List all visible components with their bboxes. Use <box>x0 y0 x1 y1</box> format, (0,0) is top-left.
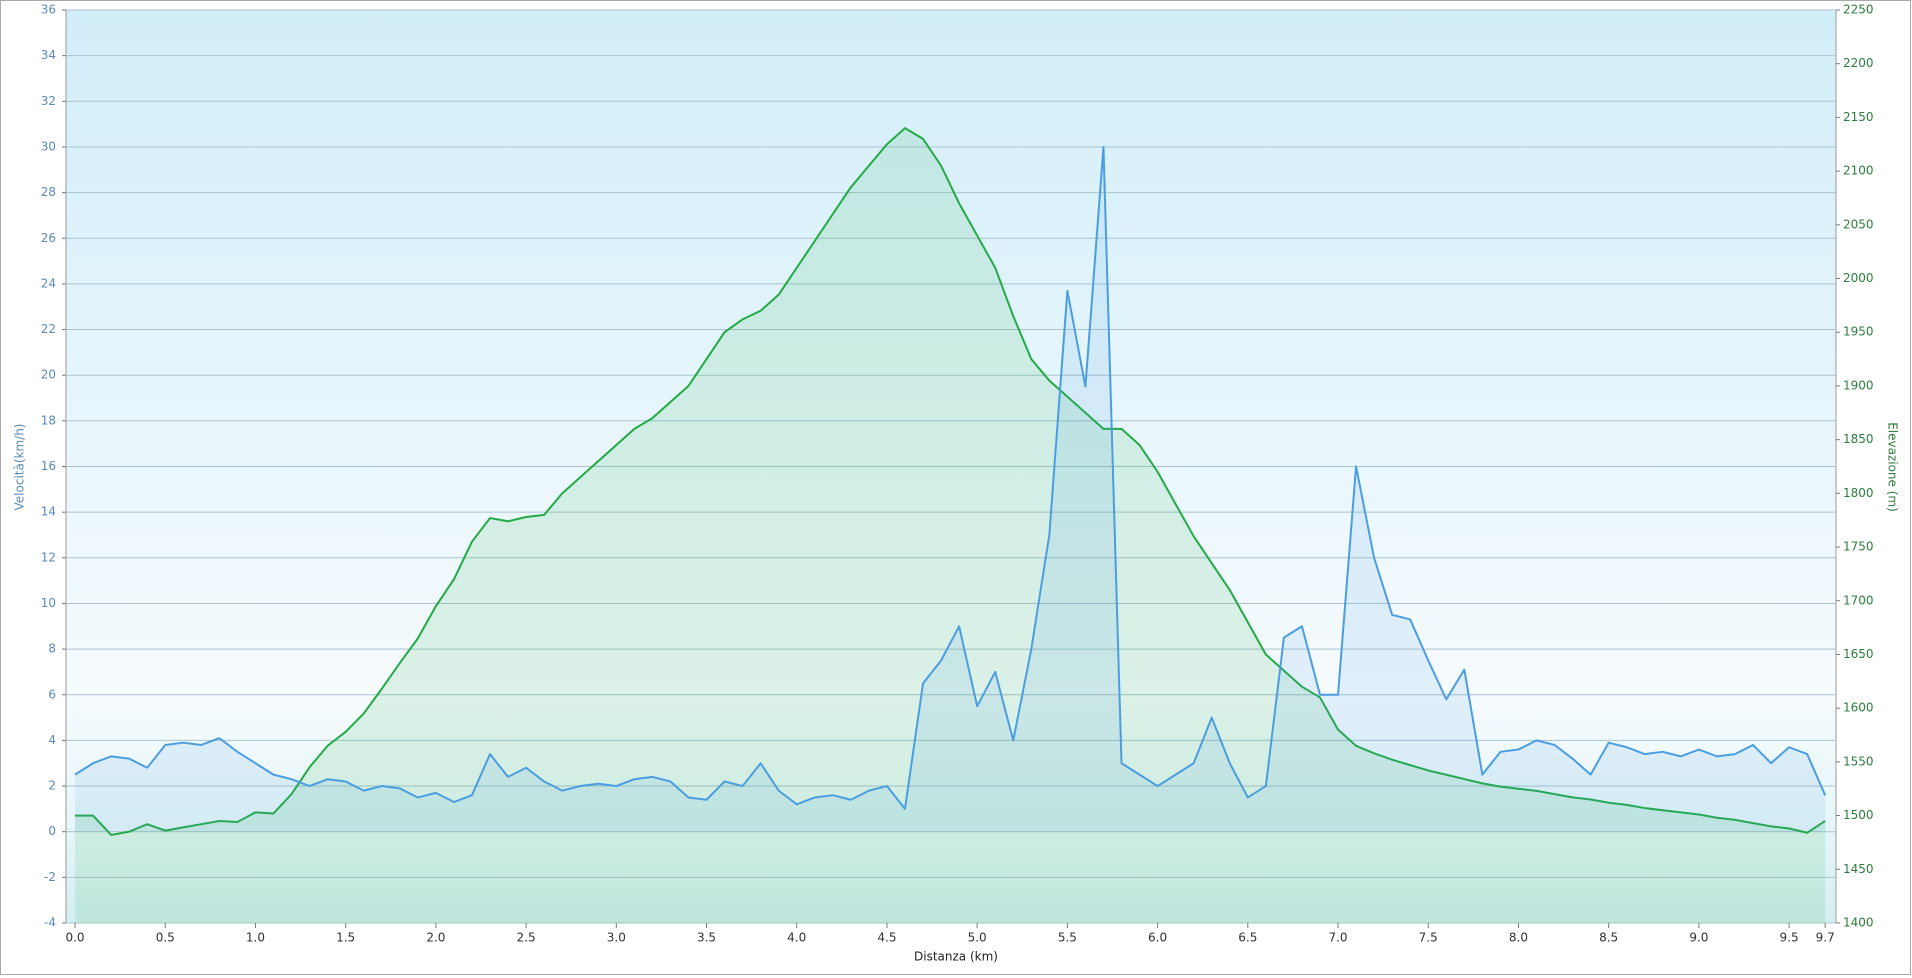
series-area <box>75 128 1826 923</box>
y-tick-label: 30 <box>41 139 56 153</box>
y-tick-label: 16 <box>41 459 56 473</box>
y2-tick-label: 2000 <box>1843 271 1874 285</box>
y-tick-label: 28 <box>41 185 56 199</box>
x-tick-label: 9.7 <box>1816 931 1835 945</box>
series-line <box>75 127 1826 836</box>
x-tick-label: 3.0 <box>607 931 626 945</box>
x-tick-label: 6.5 <box>1238 931 1257 945</box>
y2-tick-label: 1950 <box>1843 325 1874 339</box>
x-tick-label: 1.0 <box>246 931 265 945</box>
x-tick-label: 0.0 <box>65 931 84 945</box>
y-tick-label: 12 <box>41 550 56 564</box>
y-tick-label: -2 <box>44 870 56 884</box>
y2-axis-title: Elevazione (m) <box>1886 422 1900 512</box>
x-tick-label: 4.0 <box>787 931 806 945</box>
y2-tick-label: 1700 <box>1843 593 1874 607</box>
y-axis-title: Velocità(km/h) <box>13 424 27 511</box>
y-tick-label: 8 <box>48 642 56 656</box>
x-tick-label: 7.5 <box>1419 931 1438 945</box>
y2-tick-label: 1550 <box>1843 754 1874 768</box>
x-tick-label: 5.0 <box>968 931 987 945</box>
x-tick-label: 7.0 <box>1328 931 1347 945</box>
y-tick-label: 36 <box>41 3 56 17</box>
y-tick-label: 24 <box>41 276 56 290</box>
y2-tick-label: 2050 <box>1843 217 1874 231</box>
y2-tick-label: 1850 <box>1843 432 1874 446</box>
x-tick-label: 8.5 <box>1599 931 1618 945</box>
y-tick-label: 32 <box>41 94 56 108</box>
x-tick-label: 2.0 <box>426 931 445 945</box>
x-tick-label: 0.5 <box>156 931 175 945</box>
x-tick-label: 8.0 <box>1509 931 1528 945</box>
y-tick-label: 14 <box>41 505 56 519</box>
y2-tick-label: 1500 <box>1843 808 1874 822</box>
series-line <box>74 145 1827 810</box>
x-tick-label: 9.0 <box>1689 931 1708 945</box>
y-tick-label: 6 <box>48 687 56 701</box>
x-tick-label: 3.5 <box>697 931 716 945</box>
x-tick-label: 1.5 <box>336 931 355 945</box>
y2-tick-label: 1600 <box>1843 701 1874 715</box>
y-tick-label: 22 <box>41 322 56 336</box>
y2-tick-label: 1650 <box>1843 647 1874 661</box>
y-tick-label: 2 <box>48 779 56 793</box>
y2-tick-label: 2100 <box>1843 164 1874 178</box>
y-tick-label: 4 <box>48 733 56 747</box>
y2-tick-label: 2150 <box>1843 110 1874 124</box>
y-tick-label: 18 <box>41 413 56 427</box>
y2-tick-label: 1800 <box>1843 486 1874 500</box>
y2-tick-label: 2250 <box>1843 3 1874 17</box>
x-tick-label: 9.5 <box>1780 931 1799 945</box>
y-tick-label: -4 <box>44 916 56 930</box>
y2-tick-label: 1400 <box>1843 916 1874 930</box>
y2-tick-label: 1450 <box>1843 862 1874 876</box>
x-tick-label: 2.5 <box>517 931 536 945</box>
x-axis-title: Distanza (km) <box>914 950 998 964</box>
x-tick-label: 6.0 <box>1148 931 1167 945</box>
y-tick-label: 10 <box>41 596 56 610</box>
y2-tick-label: 1750 <box>1843 540 1874 554</box>
y-tick-label: 0 <box>48 824 56 838</box>
y-tick-label: 26 <box>41 231 56 245</box>
y-tick-label: 34 <box>41 48 56 62</box>
series-area <box>75 146 1826 832</box>
y2-tick-label: 2200 <box>1843 56 1874 70</box>
x-tick-label: 5.5 <box>1058 931 1077 945</box>
y-tick-label: 20 <box>41 368 56 382</box>
y2-tick-label: 1900 <box>1843 378 1874 392</box>
x-tick-label: 4.5 <box>877 931 896 945</box>
